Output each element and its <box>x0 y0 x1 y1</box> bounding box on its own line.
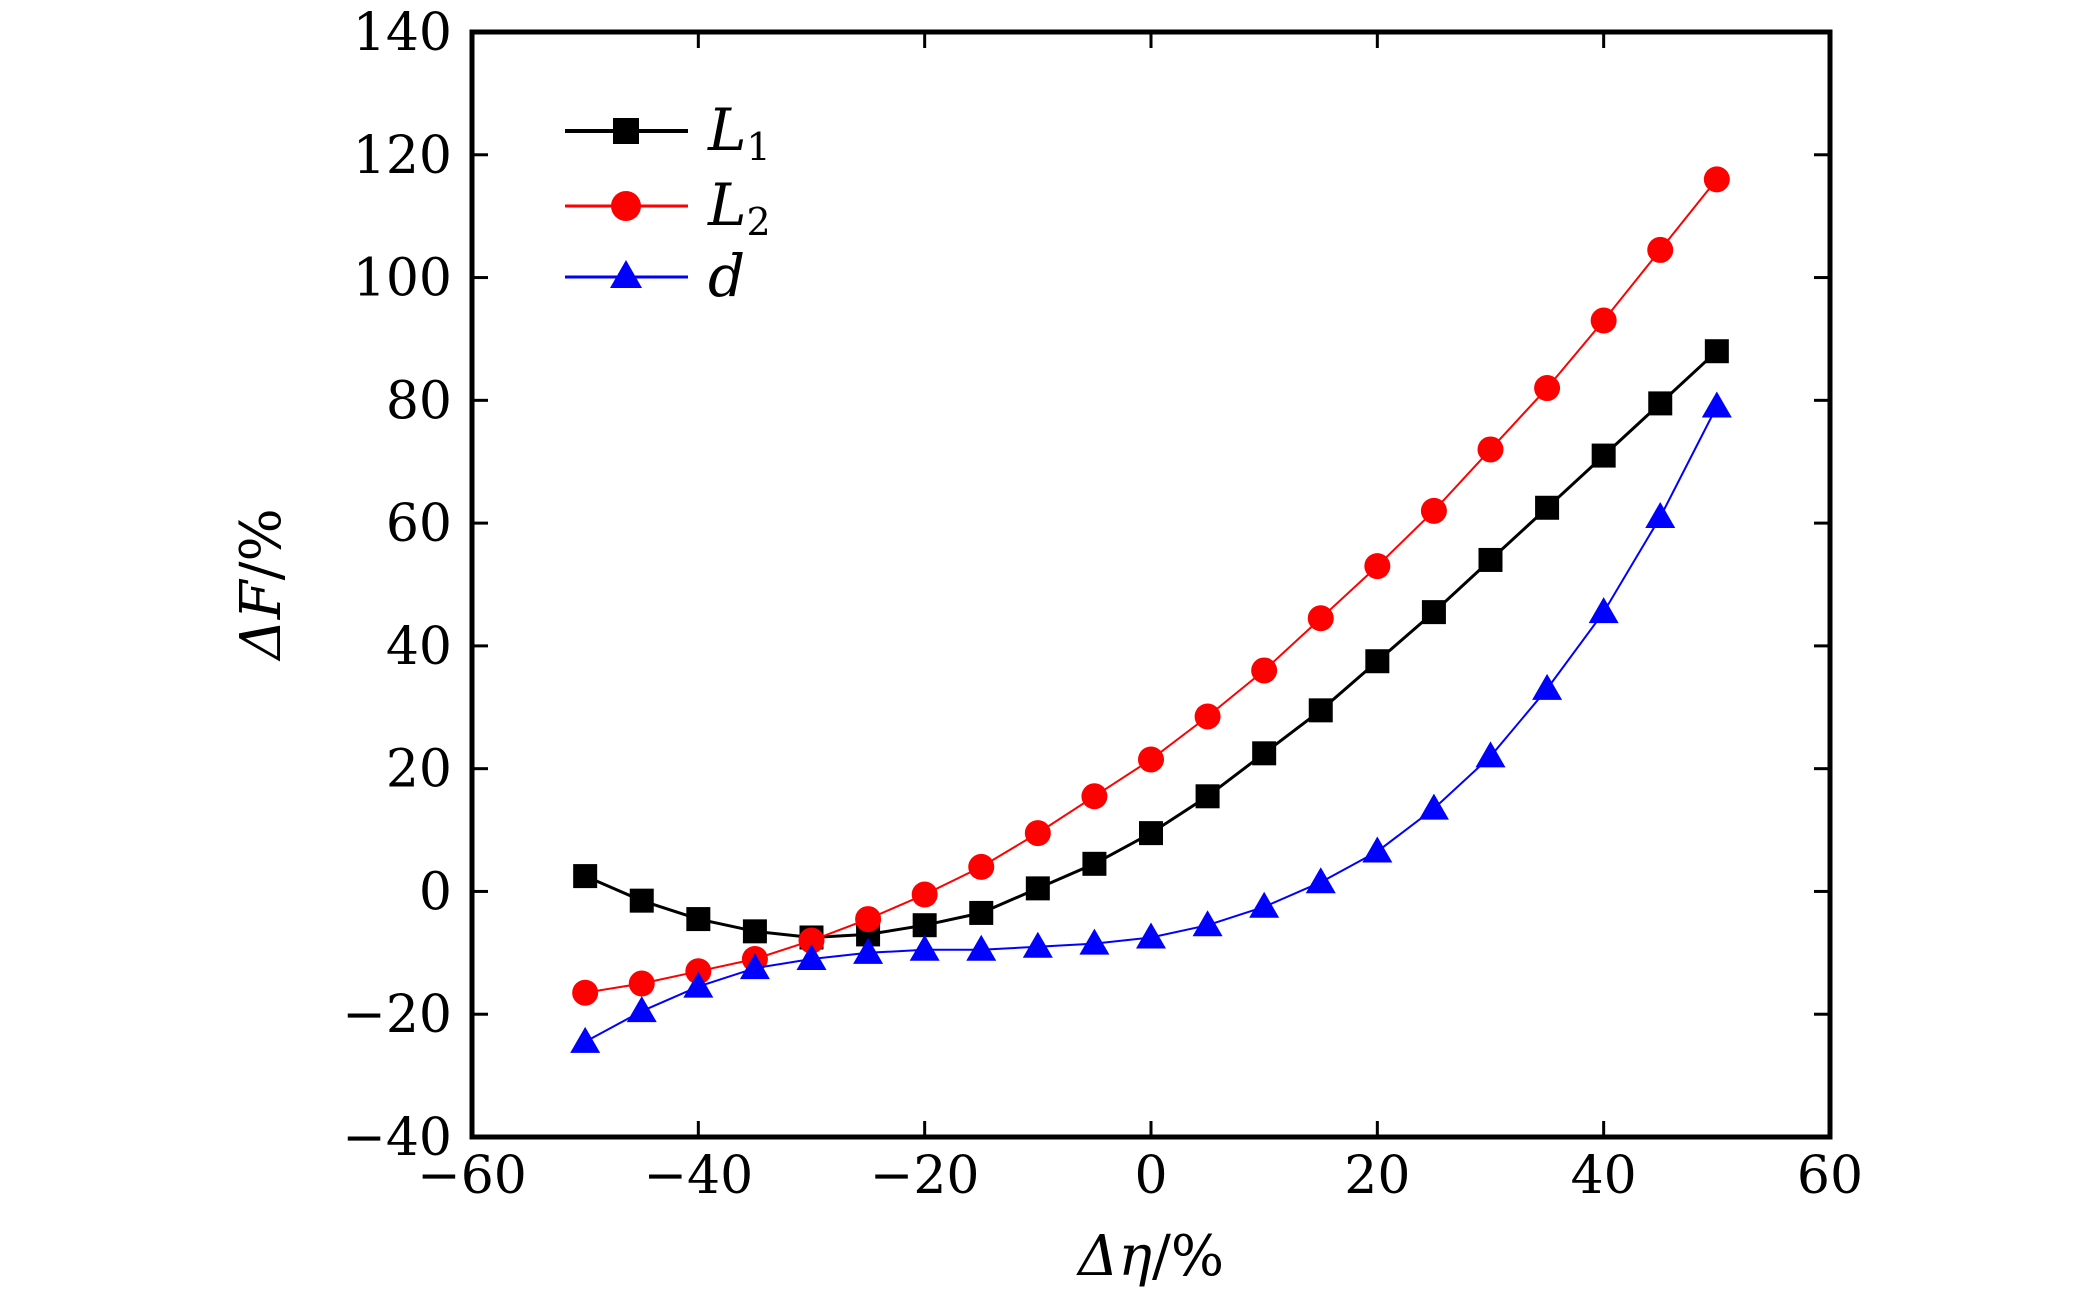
data-point-l1 <box>573 864 598 889</box>
data-point-l2 <box>1703 166 1730 193</box>
data-point-d <box>966 934 997 961</box>
data-point-l1 <box>1082 851 1107 876</box>
legend-marker-l1 <box>613 118 639 144</box>
data-point-d <box>1079 928 1110 955</box>
x-tick-label: −20 <box>870 1146 980 1206</box>
legend-item-l2: L2 <box>565 171 771 244</box>
data-point-d <box>626 996 657 1023</box>
x-tick-label: −60 <box>417 1146 527 1206</box>
data-point-l1 <box>1421 600 1446 625</box>
data-point-l2 <box>1194 703 1221 730</box>
x-tick-label: 0 <box>1134 1146 1167 1206</box>
data-point-d <box>1701 391 1732 418</box>
y-tick-label: 80 <box>386 371 452 431</box>
data-point-l1 <box>1478 547 1503 572</box>
data-point-l2 <box>1420 497 1447 524</box>
data-point-d <box>909 934 940 961</box>
y-tick-label: 140 <box>353 3 452 63</box>
data-point-d <box>1362 836 1393 863</box>
data-point-l1 <box>969 900 994 925</box>
y-tick-label: 40 <box>386 617 452 677</box>
data-point-l2 <box>1647 236 1674 263</box>
data-point-l2 <box>1307 605 1334 632</box>
series-line-l1 <box>584 350 1718 940</box>
data-point-l1 <box>1308 698 1333 723</box>
data-point-l2 <box>911 881 938 908</box>
y-axis-label: ΔF/% <box>229 508 294 661</box>
data-point-l1 <box>742 919 767 944</box>
data-point-l2 <box>1364 553 1391 580</box>
data-point-l2 <box>798 927 825 954</box>
series-l2 <box>572 166 1730 1006</box>
data-point-l1 <box>1704 339 1729 364</box>
series-d <box>570 391 1732 1053</box>
data-point-l1 <box>1591 443 1616 468</box>
data-point-d <box>1192 910 1223 937</box>
data-point-l2 <box>855 906 882 933</box>
data-point-l2 <box>1477 436 1504 463</box>
data-point-l2 <box>1081 783 1108 810</box>
data-point-d <box>853 937 884 964</box>
data-point-d <box>1588 597 1619 624</box>
data-point-l1 <box>1195 784 1220 809</box>
data-point-d <box>1475 741 1506 768</box>
data-point-d <box>1418 793 1449 820</box>
y-tick-label: −40 <box>342 1108 452 1168</box>
legend-label-l1: L1 <box>707 96 771 169</box>
series-l1 <box>573 339 1729 950</box>
legend-label-d: d <box>708 242 745 310</box>
x-tick-label: 40 <box>1571 1146 1637 1206</box>
data-point-l1 <box>1025 876 1050 901</box>
data-point-d <box>796 943 827 970</box>
data-point-l2 <box>1534 375 1561 402</box>
data-point-l1 <box>1648 391 1673 416</box>
y-tick-label: 100 <box>353 249 452 309</box>
legend-marker-l2 <box>611 191 641 221</box>
data-point-l1 <box>1252 741 1277 766</box>
data-point-d <box>1645 501 1676 528</box>
data-point-l2 <box>685 958 712 985</box>
legend-marker-d <box>610 260 642 288</box>
y-tick-label: 120 <box>353 126 452 186</box>
x-tick-label: 20 <box>1344 1146 1410 1206</box>
data-point-l2 <box>572 979 599 1006</box>
legend: L1 L2 d <box>565 96 771 310</box>
y-tick-label: 20 <box>386 740 452 800</box>
data-point-d <box>1136 922 1166 949</box>
data-point-l1 <box>912 913 937 938</box>
data-point-l1 <box>1139 821 1163 846</box>
data-point-l2 <box>1138 746 1164 773</box>
data-point-l1 <box>1365 649 1390 674</box>
data-point-d <box>1249 891 1280 918</box>
data-point-d <box>1532 673 1563 700</box>
legend-item-d: d <box>565 242 745 310</box>
plot-frame <box>469 29 1833 1140</box>
data-point-d <box>570 1026 601 1053</box>
x-tick-label: 60 <box>1797 1146 1863 1206</box>
y-tick-label: 0 <box>419 862 452 922</box>
data-point-l2 <box>1590 307 1617 334</box>
y-tick-label: 60 <box>386 494 452 554</box>
data-point-l1 <box>686 907 711 932</box>
data-point-l2 <box>1251 657 1278 684</box>
data-point-l2 <box>1024 820 1051 847</box>
data-point-d <box>683 971 714 998</box>
x-axis-label: Δη/% <box>1076 1224 1224 1289</box>
data-point-l1 <box>1535 495 1560 520</box>
data-point-d <box>1022 931 1053 958</box>
data-point-l1 <box>629 888 654 913</box>
series-layer <box>570 166 1732 1053</box>
data-point-l2 <box>968 853 995 880</box>
legend-item-l1: L1 <box>565 96 771 169</box>
series-line-l2 <box>585 178 1718 994</box>
data-point-l2 <box>628 970 655 997</box>
y-tick-label: −20 <box>342 985 452 1045</box>
legend-label-l2: L2 <box>707 171 771 244</box>
data-point-d <box>1305 867 1336 894</box>
data-point-d <box>739 953 770 980</box>
x-tick-label: −40 <box>643 1146 753 1206</box>
